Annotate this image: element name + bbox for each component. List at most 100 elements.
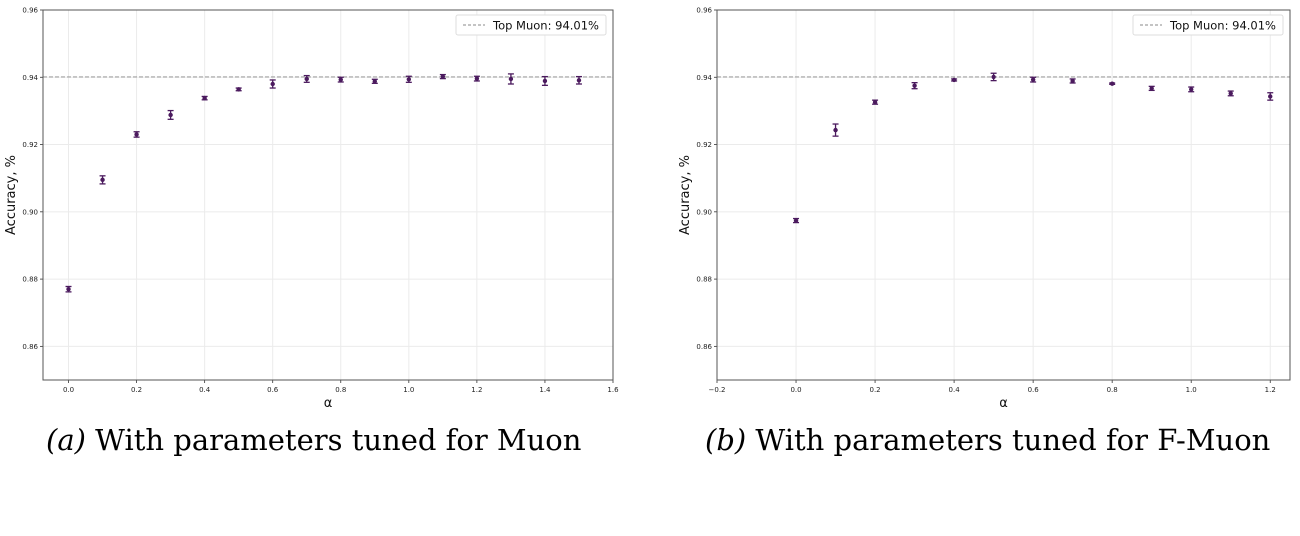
chart-1-marker <box>1189 87 1194 92</box>
chart-1-xtick-label: 0.8 <box>1107 386 1118 394</box>
chart-1-xtick-label: −0.2 <box>709 386 726 394</box>
chart-0-data-point <box>507 73 514 85</box>
chart-1-marker <box>991 74 996 80</box>
chart-1-data-point <box>1267 92 1274 101</box>
chart-0-xtick-label: 1.2 <box>471 386 482 394</box>
chart-0-marker <box>66 286 71 292</box>
chart-0-marker <box>406 77 412 82</box>
chart-0-data-point <box>65 285 72 293</box>
chart-0-ylabel: Accuracy, % <box>4 155 19 235</box>
chart-1-axes-frame <box>716 9 1291 381</box>
chart-1-xtick-label: 0.4 <box>949 386 961 394</box>
chart-0-marker <box>270 81 275 87</box>
chart-0-marker <box>338 77 343 82</box>
chart-0-xtick-label: 0.6 <box>267 386 279 394</box>
chart-1-ytick-label: 0.90 <box>696 208 712 216</box>
chart-1-marker <box>1109 81 1115 86</box>
caption-b-label: (b) <box>705 423 747 457</box>
caption-a: (a) With parameters tuned for Muon <box>46 423 581 457</box>
chart-0-xtick-label: 1.6 <box>607 386 619 394</box>
chart-0-ytick-label: 0.92 <box>22 141 38 149</box>
chart-1-marker <box>1268 94 1273 99</box>
chart-0-ytick-label: 0.94 <box>22 74 38 82</box>
chart-1-xtick-label: 1.0 <box>1186 386 1197 394</box>
chart-0-ytick-label: 0.90 <box>22 208 38 216</box>
chart-1-data-point <box>1030 76 1037 83</box>
chart-0-data-point <box>371 78 378 84</box>
chart-0-data-point <box>337 76 344 83</box>
chart-0-data-point <box>167 109 174 120</box>
chart-0-data-point <box>269 79 276 89</box>
chart-0-ytick-label: 0.96 <box>22 7 38 15</box>
caption-b-text: With parameters tuned for F-Muon <box>755 423 1271 457</box>
chart-1-legend: Top Muon: 94.01% <box>1132 14 1284 36</box>
chart-1-data-point <box>1069 78 1076 84</box>
chart-1-data-point <box>911 82 918 90</box>
chart-1-ytick-label: 0.96 <box>696 7 712 15</box>
chart-0-xtick-label: 0.2 <box>131 386 142 394</box>
chart-1-data-point <box>793 217 800 224</box>
chart-0-data-point <box>439 73 446 80</box>
chart-0-marker <box>542 78 548 84</box>
chart-0-legend: Top Muon: 94.01% <box>455 14 607 36</box>
chart-1-marker <box>872 99 878 105</box>
chart-1-data-point <box>990 72 997 82</box>
chart-0-xtick-label: 1.0 <box>403 386 414 394</box>
chart-0-data-point <box>575 75 582 85</box>
chart-1-ylabel: Accuracy, % <box>678 155 693 235</box>
chart-1-ytick-label: 0.88 <box>696 276 712 284</box>
chart-0-marker <box>134 132 139 137</box>
caption-b: (b) With parameters tuned for F-Muon <box>705 423 1270 457</box>
chart-0-marker <box>508 76 514 82</box>
caption-a-text: With parameters tuned for Muon <box>95 423 582 457</box>
chart-1-ytick-label: 0.86 <box>696 343 712 351</box>
chart-0-legend-label: Top Muon: 94.01% <box>492 19 599 33</box>
chart-0-xtick-label: 0.8 <box>335 386 346 394</box>
chart-1-xtick-label: 0.6 <box>1028 386 1040 394</box>
chart-0-data-point <box>303 74 310 83</box>
chart-1-xtick-label: 0.0 <box>790 386 801 394</box>
chart-0-marker <box>202 95 207 101</box>
chart-0-xtick-label: 1.4 <box>539 386 551 394</box>
chart-0-marker <box>440 74 446 79</box>
chart-1-marker <box>1070 78 1075 84</box>
chart-0-ytick-label: 0.88 <box>22 276 38 284</box>
chart-1-marker <box>951 77 957 83</box>
chart-1-data-point <box>1188 86 1195 93</box>
chart-0-data-point <box>201 95 208 101</box>
chart-0-data-point <box>235 87 242 92</box>
chart-0-legend-box <box>455 14 607 36</box>
chart-0-marker <box>372 79 377 84</box>
chart-1-legend-label: Top Muon: 94.01% <box>1169 19 1276 33</box>
chart-0-data-point <box>133 131 140 138</box>
chart-1-data-point <box>872 99 879 105</box>
chart-0-axes-frame <box>42 9 614 381</box>
chart-1: −0.2 0.0 0.2 0.4 0.6 0.8 1.0 1.2 0.86 0.88 0.90 0.9… <box>678 7 1291 411</box>
chart-0-data-point <box>541 75 548 86</box>
chart-1-data-point <box>1109 81 1116 86</box>
chart-0-xlabel: α <box>324 396 333 411</box>
chart-1-marker <box>833 127 838 133</box>
chart-1-marker <box>793 218 799 223</box>
chart-0-marker <box>168 112 173 118</box>
chart-0-data-point <box>473 75 480 82</box>
chart-0-xtick-label: 0.0 <box>63 386 74 394</box>
chart-0-ytick-label: 0.86 <box>22 343 38 351</box>
chart-0-xtick-label: 0.4 <box>199 386 211 394</box>
chart-1-marker <box>1228 91 1233 96</box>
chart-0: 0.0 0.2 0.4 0.6 0.8 1.0 1.2 1.4 1.6 0.86 0.88 0.90 0… <box>4 7 619 412</box>
chart-1-xtick-label: 1.2 <box>1265 386 1276 394</box>
chart-0-data-point <box>405 75 412 83</box>
chart-1-marker <box>1030 77 1036 82</box>
chart-0-marker <box>236 87 241 92</box>
chart-0-marker <box>576 78 582 83</box>
chart-1-data-point <box>951 77 958 83</box>
chart-0-data-point <box>99 175 106 185</box>
chart-1-ytick-label: 0.94 <box>696 74 712 82</box>
chart-1-data-point <box>1227 90 1234 97</box>
chart-0-marker <box>474 76 480 81</box>
caption-a-label: (a) <box>46 423 86 457</box>
chart-1-marker <box>912 83 917 88</box>
